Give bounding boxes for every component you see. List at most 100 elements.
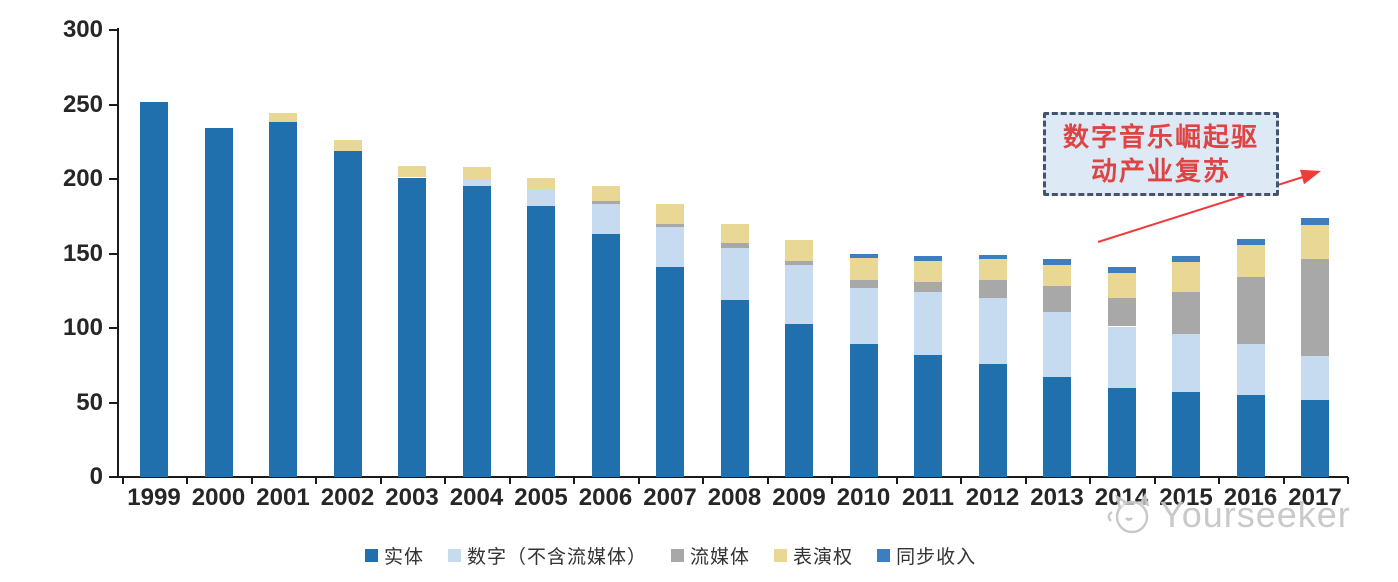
bar-2013-sync [1043, 259, 1071, 266]
bar-2017-performance [1301, 225, 1329, 260]
bar-2010-streaming [849, 280, 878, 288]
bar-2013-streaming [1043, 286, 1071, 312]
x-axis-tick [637, 477, 640, 484]
bar-2015-physical [1172, 392, 1200, 477]
bar-2013-physical [1043, 377, 1071, 477]
y-axis-label: 300 [62, 16, 103, 43]
x-axis-label: 2008 [707, 484, 762, 511]
x-axis-label: 2002 [320, 484, 375, 511]
bar-2008-streaming [720, 243, 749, 248]
watermark: Yourseeker [1104, 492, 1351, 538]
bar-2008-digital [720, 247, 749, 300]
x-axis-tick [1024, 477, 1027, 484]
bar-2012-digital [978, 298, 1007, 364]
bar-2009-streaming [785, 260, 813, 266]
bar-2003-performance [398, 165, 426, 178]
bar-2005-digital [527, 189, 555, 206]
watermark-text: Yourseeker [1160, 494, 1351, 535]
bar-2011-physical [914, 354, 942, 477]
y-axis-line [117, 28, 119, 478]
y-axis-label: 150 [62, 239, 103, 267]
annotation-text-line1: 数字音乐崛起驱 [1062, 122, 1259, 152]
bar-2007-digital [656, 226, 684, 267]
legend-swatch-digital [448, 549, 462, 562]
bar-2013-digital [1043, 311, 1071, 378]
bar-2012-performance [978, 259, 1007, 281]
bar-2007-performance [656, 204, 684, 224]
bar-2001-performance [269, 113, 297, 123]
bar-2010-performance [849, 257, 878, 281]
bar-2008-performance [720, 223, 749, 244]
bar-2007-streaming [656, 223, 684, 227]
bar-2017-sync [1301, 217, 1329, 226]
bar-2014-streaming [1107, 298, 1136, 327]
x-axis-label: 2011 [901, 484, 955, 511]
x-axis-label: 2000 [191, 484, 246, 511]
bar-2016-performance [1236, 244, 1265, 278]
bar-2014-performance [1107, 272, 1136, 299]
x-axis-tick [315, 477, 318, 484]
x-axis-tick [573, 477, 576, 484]
bar-2009-digital [785, 265, 813, 324]
bar-2000-physical [204, 128, 233, 477]
x-axis-tick [186, 477, 189, 484]
bar-2006-performance [591, 186, 620, 202]
x-axis-label: 2015 [1159, 484, 1213, 511]
annotation-text-line2: 动产业复苏 [1090, 156, 1231, 186]
x-axis-label: 2017 [1288, 484, 1342, 511]
y-axis-tick [109, 476, 117, 478]
x-axis-label: 2003 [385, 484, 439, 511]
bar-2016-physical [1236, 395, 1265, 477]
bar-2011-digital [914, 292, 942, 355]
bar-2008-physical [720, 299, 749, 477]
bar-2012-sync [978, 254, 1007, 260]
legend-item-sync: 同步收入 [877, 542, 976, 569]
bar-2016-sync [1236, 238, 1265, 245]
x-axis-label: 2004 [449, 484, 504, 511]
bar-2010-physical [849, 344, 878, 477]
x-axis-tick [1282, 477, 1285, 484]
x-axis-label: 2006 [578, 484, 633, 511]
y-axis-tick [109, 29, 117, 31]
y-axis-label: 200 [62, 165, 103, 192]
x-axis-label: 2001 [256, 484, 310, 511]
bar-2012-streaming [978, 280, 1007, 299]
x-axis-label: 2007 [643, 484, 697, 511]
x-axis-label: 2010 [836, 484, 891, 511]
y-axis-tick [109, 327, 117, 329]
x-axis-tick [508, 477, 511, 484]
bar-2004-digital [462, 180, 491, 187]
bar-2005-performance [527, 177, 555, 190]
x-axis-tick [960, 477, 963, 484]
bar-2010-sync [849, 253, 878, 258]
legend: 实体 数字（不含流媒体） 流媒体 表演权 同步收入 [365, 542, 976, 569]
bar-2009-performance [785, 240, 813, 261]
bar-2015-performance [1172, 262, 1200, 293]
x-axis-label: 2005 [514, 484, 568, 511]
bar-2014-sync [1107, 266, 1136, 273]
x-axis-tick [766, 477, 769, 484]
legend-swatch-streaming [671, 549, 685, 562]
legend-label-performance: 表演权 [793, 547, 854, 568]
x-axis-label: 2012 [965, 484, 1020, 511]
x-axis-tick [895, 477, 898, 484]
bar-2017-digital [1301, 356, 1329, 400]
bar-2017-streaming [1301, 259, 1329, 357]
bar-2002-performance [333, 140, 362, 151]
legend-swatch-physical [365, 549, 378, 562]
x-axis-label: 2013 [1030, 484, 1084, 511]
x-axis-tick [379, 477, 382, 484]
x-axis-label: 2016 [1223, 484, 1278, 511]
bar-1999-physical [140, 101, 168, 477]
bar-2006-streaming [591, 201, 620, 205]
x-axis-label: 1999 [127, 484, 181, 511]
bar-2017-physical [1301, 399, 1329, 477]
x-axis-label: 2009 [772, 484, 826, 511]
legend-label-digital: 数字（不含流媒体） [467, 547, 648, 568]
x-axis-tick [1153, 477, 1156, 484]
bar-2004-performance [462, 167, 491, 181]
legend-item-performance: 表演权 [774, 542, 853, 569]
y-axis-label: 50 [76, 388, 103, 416]
bar-2015-digital [1172, 333, 1200, 393]
